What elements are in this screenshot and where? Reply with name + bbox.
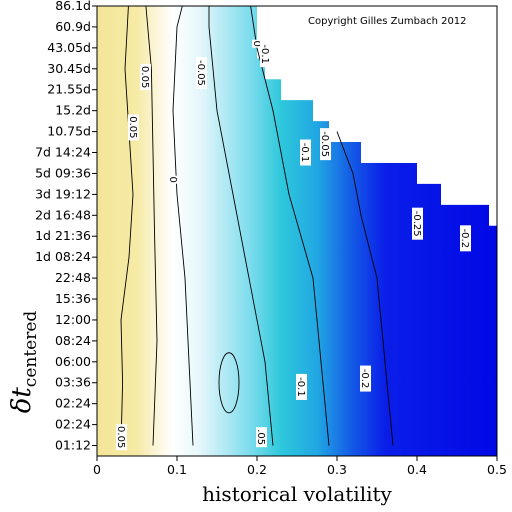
contour-label-text: -0.05 [195, 60, 206, 86]
y-tick-label: 86.1d [55, 0, 91, 13]
y-tick-label: 3d 19:12 [35, 186, 91, 201]
contour-label-text: 0.05 [127, 116, 138, 138]
contour-0p05-left [120, 6, 134, 446]
contour-labels: 0.050.050.050-0.05.05-0.1 -0.20-0.1-0.05-… [115, 39, 471, 451]
contour-label: 0.05 [127, 114, 139, 141]
y-axis-title: δtcentered [7, 311, 41, 414]
contour-label-bg [256, 427, 267, 448]
no-data-region [257, 6, 497, 456]
x-tick-label: 0.2 [247, 462, 267, 477]
contour-label-bg [460, 225, 471, 252]
x-tick-label: 0.3 [327, 462, 347, 477]
contour-zero [172, 6, 194, 446]
contour-label-text: 0.05 [139, 66, 150, 88]
contour-neg0p2 [336, 131, 394, 446]
contour-label-bg [128, 114, 139, 141]
contour-label: -0.1 [259, 41, 271, 68]
contour-label: -0.1 [295, 373, 307, 400]
contour-label: -0.2 [359, 365, 371, 392]
contour-label-text: -0.1 [299, 143, 310, 163]
contour-label-bg [412, 207, 423, 240]
contour-label: 0 [167, 175, 179, 184]
contour-0p05-right [145, 6, 158, 446]
contour-label-bg [260, 41, 271, 68]
y-axis-title-main: δt [7, 387, 37, 414]
x-axis-title: historical volatility [202, 482, 392, 506]
y-tick-label: 12:00 [55, 312, 91, 327]
y-tick-label: 60.9d [55, 19, 91, 34]
copyright-annotation: Copyright Gilles Zumbach 2012 [308, 16, 467, 27]
contour-label-text: -0.25 [411, 211, 422, 237]
plot-frame [96, 5, 498, 457]
contour-label: .05 [255, 427, 267, 448]
contour-label: -0.2 [459, 225, 471, 252]
y-tick-label: 7d 14:24 [35, 145, 91, 160]
y-tick-label: 1d 21:36 [35, 228, 91, 243]
contour-label-bg [140, 64, 151, 91]
y-axis-title-sub: centered [21, 311, 41, 388]
contour-label-bg [116, 424, 127, 451]
x-axis-ticks: 0 0.1 0.2 0.3 0.4 0.5 [93, 456, 507, 477]
y-tick-label: 2d 16:48 [35, 207, 91, 222]
y-tick-label: 06:00 [55, 354, 91, 369]
contour-label: -0.05 [319, 128, 331, 161]
contour-label: -0.1 [299, 139, 311, 166]
x-tick-label: 0.1 [167, 462, 187, 477]
contour-label-text: 0 [251, 40, 262, 46]
contour-label: 0.05 [139, 64, 151, 91]
y-tick-label: 1d 08:24 [35, 249, 91, 264]
y-axis-ticks: 01:12 02:24 02:24 03:36 06:00 08:24 12:00 15:36… [35, 0, 97, 453]
contour-label-text: 0 [167, 177, 178, 183]
svg-text:δtcentered: δtcentered [7, 311, 41, 414]
y-tick-label: 22:48 [55, 270, 91, 285]
y-tick-label: 15.2d [55, 103, 91, 118]
contour-neg0p05 [208, 6, 274, 446]
x-tick-label: 0.5 [487, 462, 507, 477]
contour-label-text: .05 [255, 429, 266, 445]
contour-label-text: -0.1 [295, 377, 306, 397]
y-tick-label: 01:12 [55, 438, 91, 453]
contour-neg0p1 [250, 6, 330, 446]
y-tick-label: 21.55d [47, 82, 91, 97]
x-tick-label: 0.4 [407, 462, 427, 477]
contour-label-bg [360, 365, 371, 392]
contour-label-text: -0.05 [319, 131, 330, 157]
contour-label-bg [320, 128, 331, 161]
y-tick-label: 5d 09:36 [35, 165, 91, 180]
y-tick-label: 43.05d [47, 40, 91, 55]
contour-label: -0.25 [411, 207, 423, 240]
y-tick-label: 03:36 [55, 375, 91, 390]
y-tick-label: 15:36 [55, 291, 91, 306]
contour-label: -0.05 [195, 56, 207, 89]
contour-label-text: -0.2 [459, 229, 470, 249]
contour-zero-loop [218, 352, 240, 414]
x-tick-label: 0 [93, 462, 101, 477]
y-tick-label: 30.45d [47, 61, 91, 76]
y-tick-label: 02:24 [55, 396, 91, 411]
y-tick-label: 02:24 [55, 417, 91, 432]
y-tick-label: 10.75d [47, 124, 91, 139]
y-tick-label: 08:24 [55, 333, 91, 348]
contour-label-text: -0.2 [359, 369, 370, 389]
contour-label-text: 0.05 [115, 426, 126, 448]
contour-label-bg [300, 139, 311, 166]
contour-lines [120, 6, 394, 446]
contour-label-bg [296, 373, 307, 400]
contour-label: 0.05 [115, 424, 127, 451]
contour-label-text: -0.1 [259, 44, 270, 64]
contour-label-bg [168, 175, 179, 184]
contour-label-bg [196, 56, 207, 89]
